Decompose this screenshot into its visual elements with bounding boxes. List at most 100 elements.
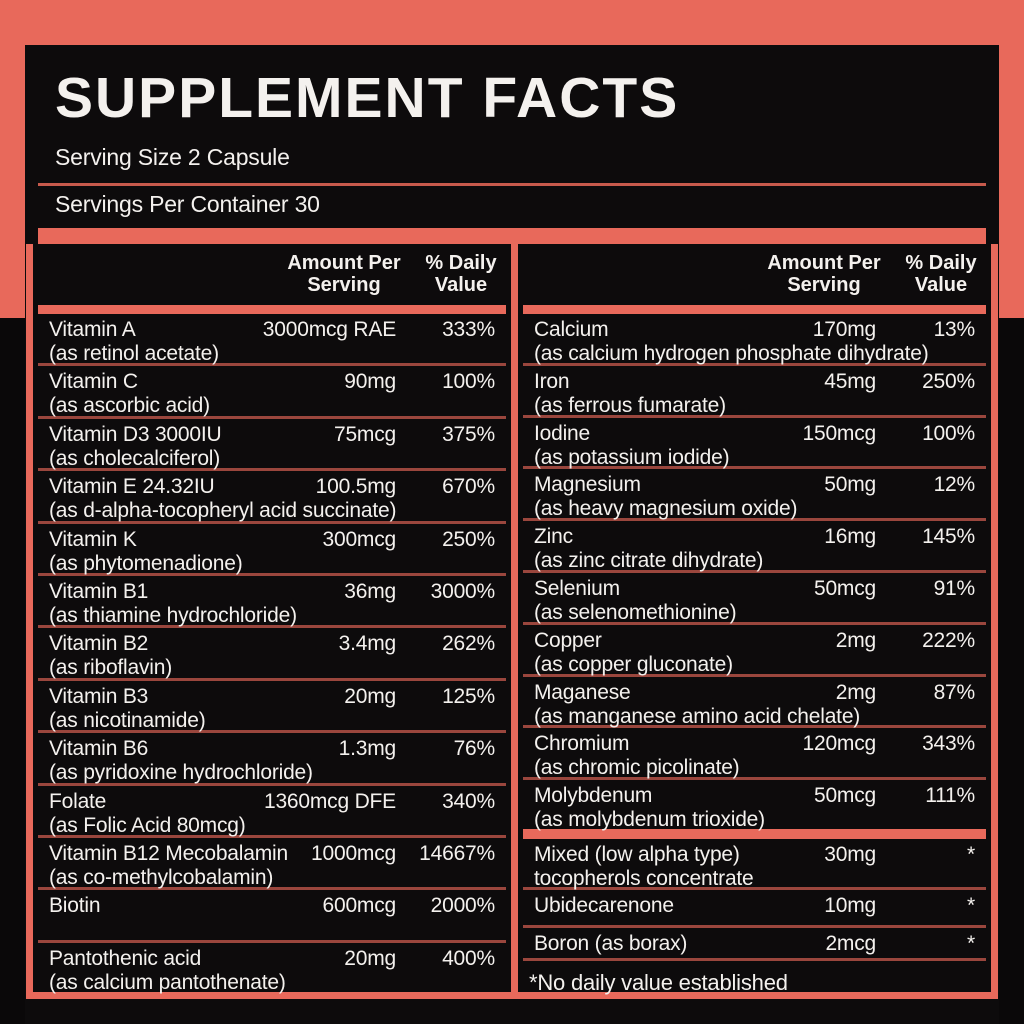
facts-table: Amount Per Serving % Daily Value Vitamin… [26, 244, 998, 999]
nutrient-dv: 87% [933, 680, 976, 704]
nutrient-name: Selenium (as selenomethionine) [534, 577, 737, 625]
nutrient-amount: 300mcg [322, 527, 396, 551]
nutrient-subname: (as Folic Acid 80mcg) [49, 813, 246, 837]
nutrient-name-line: Zinc [534, 525, 573, 549]
nutrient-row: Magnesium (as heavy magnesium oxide) 50mg 1… [523, 469, 986, 522]
nutrient-row: Selenium (as selenomethionine) 50mcg 91% [523, 573, 986, 625]
nutrient-name: Vitamin B1 (as thiamine hydrochloride) [49, 580, 297, 628]
nutrient-row: Vitamin A (as retinol acetate) 3000mcg RAE… [38, 314, 506, 367]
table-center-divider [511, 244, 518, 999]
nutrient-dv: * [967, 932, 975, 955]
nutrient-row: Folate (as Folic Acid 80mcg) 1360mcg DFE 34… [38, 786, 506, 838]
nutrient-amount: 50mcg [813, 784, 876, 808]
nutrient-dv: 3000% [430, 579, 496, 603]
nutrient-name-line: Mixed (low alpha type) [534, 843, 740, 866]
nutrient-name-line: Iodine [534, 421, 591, 445]
nutrient-name-line: Vitamin B1 [49, 579, 149, 603]
nutrient-amount: 75mcg [333, 422, 396, 446]
nutrient-amount: 36mg [344, 579, 396, 603]
nutrient-amount: 170mg [812, 318, 876, 341]
percent-daily-value-header: % Daily Value [905, 252, 977, 296]
header-separator-bar [38, 305, 506, 314]
nutrient-row: Zinc (as zinc citrate dihydrate) 16mg 145% [523, 521, 986, 573]
nutrient-name-line: Copper [534, 628, 602, 652]
nutrient-dv: 400% [442, 946, 495, 970]
nutrient-amount: 3.4mg [338, 632, 397, 656]
nutrient-amount: 20mg [344, 684, 396, 708]
nutrient-row: Maganese (as manganese amino acid chelate… [523, 677, 986, 729]
percent-daily-value-header: % Daily Value [425, 252, 497, 296]
nutrient-row: Vitamin B3 (as nicotinamide) 20mg 125% [38, 681, 506, 734]
nutrient-subname: (as nicotinamide) [49, 708, 206, 732]
nutrient-amount: 2mg [835, 628, 876, 652]
nutrient-row: Vitamin B1 (as thiamine hydrochloride) 36m… [38, 576, 506, 629]
nutrient-row: Iron (as ferrous fumarate) 45mg 250% [523, 366, 986, 418]
table-right-half: Amount Per Serving % Daily Value Calcium… [518, 244, 991, 995]
nutrient-dv: * [967, 894, 975, 917]
nutrient-dv: 222% [922, 628, 975, 652]
nutrient-dv: 2000% [430, 894, 496, 918]
nutrient-amount: 30mg [824, 843, 876, 866]
nutrient-name: Vitamin K (as phytomenadione) [49, 528, 243, 576]
nutrient-row: Copper (as copper gluconate) 2mg 222% [523, 625, 986, 677]
nutrient-subname: (as selenomethionine) [534, 600, 737, 624]
nutrient-dv: 250% [922, 369, 975, 393]
amount-per-serving-header: Amount Per Serving [287, 252, 401, 296]
nutrient-dv: 250% [442, 527, 495, 551]
nutrient-amount: 2mcg [825, 932, 876, 955]
table-right-border [991, 244, 998, 999]
nutrient-name-line: Ubidecarenone [534, 894, 674, 917]
serving-size-text: Serving Size 2 Capsule [55, 144, 290, 170]
nutrient-name-line: Pantothenic acid [49, 946, 202, 970]
nutrient-dv: 12% [933, 473, 976, 497]
nutrient-subname: (as retinol acetate) [49, 342, 219, 365]
nutrient-dv: 670% [442, 475, 495, 499]
nutrient-amount: 45mg [824, 369, 876, 393]
left-nutrient-rows: Vitamin A (as retinol acetate) 3000mcg RAE… [38, 314, 506, 995]
nutrient-name: Vitamin D3 3000IU (as cholecalciferol) [49, 423, 222, 471]
nutrient-subname: tocopherols concentrate [534, 867, 754, 890]
nutrient-subname: (as d-alpha-tocopheryl acid succinate) [49, 499, 397, 523]
nutrient-name: Vitamin B12 Mecobalamin (as co-methylcoba… [49, 842, 288, 890]
nutrient-amount: 600mcg [322, 894, 396, 918]
nutrient-name-line: Vitamin B6 [49, 737, 149, 761]
nutrient-name: Mixed (low alpha type) tocopherols concen… [534, 843, 754, 891]
page-title: SUPPLEMENT FACTS [55, 66, 680, 130]
nutrient-amount: 1360mcg DFE [263, 789, 396, 813]
nutrient-dv: 145% [922, 525, 975, 549]
nutrient-amount: 120mcg [802, 732, 876, 756]
nutrient-row: Calcium (as calcium hydrogen phosphate di… [523, 314, 986, 366]
nutrient-dv: 14667% [419, 841, 495, 865]
nutrient-name: Biotin [49, 894, 101, 918]
nutrient-name: Pantothenic acid (as calcium pantothenate… [49, 947, 286, 995]
nutrient-dv: 262% [442, 632, 495, 656]
nutrient-name: Vitamin E 24.32IU (as d-alpha-tocopheryl … [49, 475, 396, 523]
nutrient-dv: 91% [933, 576, 976, 600]
nutrient-subname: (as calcium pantothenate) [49, 970, 286, 994]
nutrient-amount: 90mg [344, 370, 396, 394]
header-separator-bar [523, 305, 986, 314]
nutrient-row: Biotin 600mcg 2000% [38, 890, 506, 943]
nutrient-name-line: Magnesium [534, 473, 641, 497]
footnote-block: *No daily value established [518, 961, 991, 995]
nutrient-name-line: Vitamin E 24.32IU [49, 475, 215, 499]
nutrient-name: Magnesium (as heavy magnesium oxide) [534, 473, 797, 521]
nutrient-subname: (as ascorbic acid) [49, 394, 210, 418]
nutrient-subname: (as cholecalciferol) [49, 446, 221, 470]
nutrient-dv: 111% [925, 784, 975, 808]
nutrient-name-line: Boron (as borax) [534, 932, 688, 955]
nutrient-row: Vitamin E 24.32IU (as d-alpha-tocopheryl … [38, 471, 506, 524]
nutrient-amount: 3000mcg RAE [262, 318, 396, 341]
nutrient-subname: (as zinc citrate dihydrate) [534, 549, 764, 573]
nutrient-subname: (as ferrous fumarate) [534, 393, 726, 417]
nutrient-name: Vitamin B2 (as riboflavin) [49, 632, 172, 680]
nutrient-amount: 10mg [824, 894, 876, 917]
nutrient-dv: 343% [922, 732, 975, 756]
nutrient-amount: 16mg [824, 525, 876, 549]
nutrient-name: Ubidecarenone [534, 894, 674, 918]
nutrient-row: Chromium (as chromic picolinate) 120mcg 343… [523, 728, 986, 781]
serving-divider-rule [38, 183, 986, 186]
nutrient-dv: 125% [442, 684, 495, 708]
nutrient-name-line: Chromium [534, 732, 630, 756]
nutrient-name: Maganese (as manganese amino acid chelate… [534, 681, 860, 729]
